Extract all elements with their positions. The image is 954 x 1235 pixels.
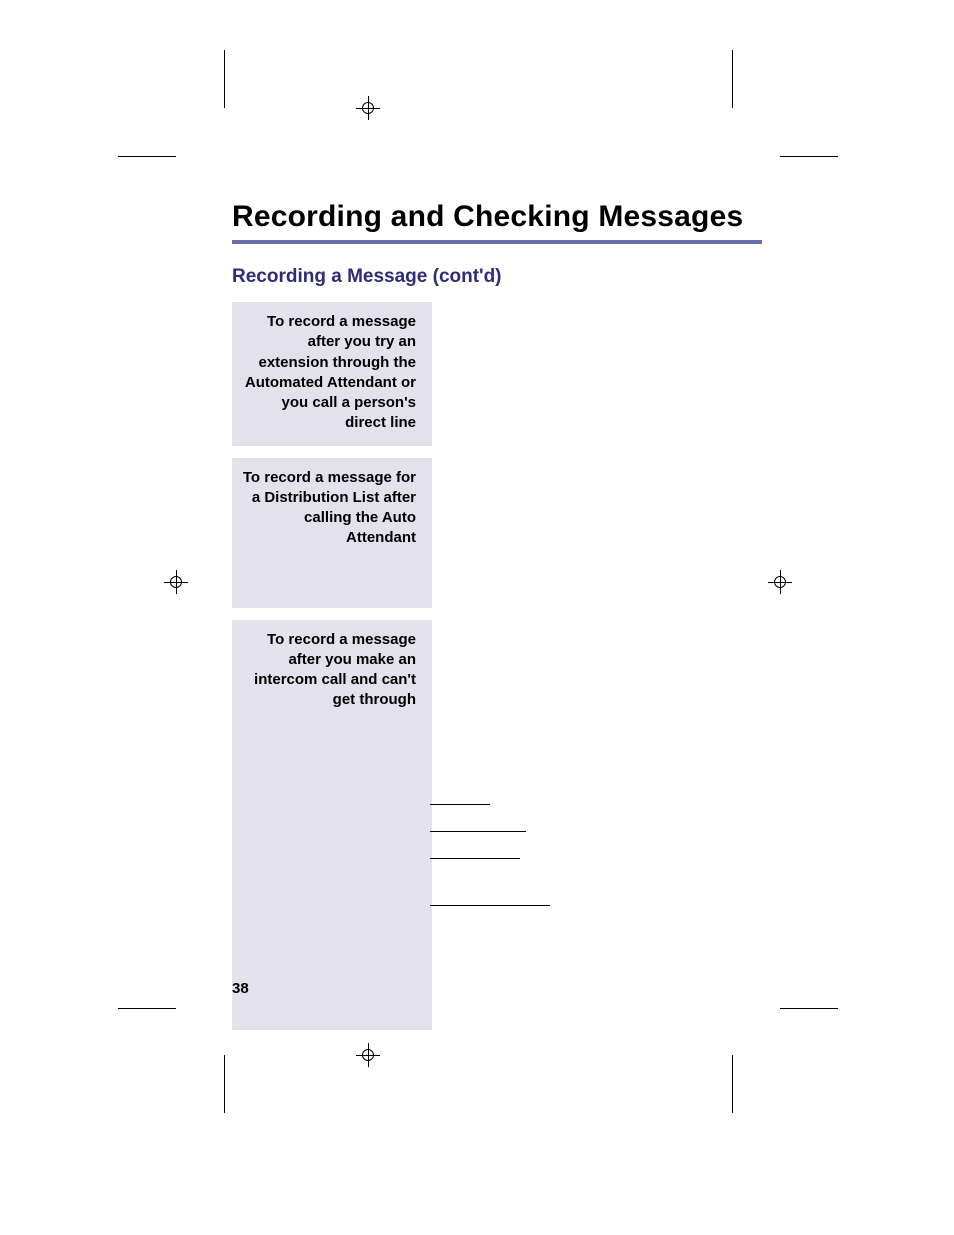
page-title: Recording and Checking Messages: [232, 200, 762, 234]
underline: [430, 831, 526, 832]
underline-group: [430, 804, 530, 859]
underline: [430, 905, 550, 906]
underline: [430, 804, 490, 805]
cropmark: [118, 1008, 176, 1009]
regmark-left: [164, 570, 188, 594]
regmark-top: [356, 96, 380, 120]
section-subtitle: Recording a Message (cont'd): [232, 266, 762, 288]
title-rule: [232, 240, 762, 244]
page-number: 38: [232, 980, 249, 997]
sidebar-box-1: To record a message after you try an ext…: [232, 302, 432, 446]
cropmark: [224, 50, 225, 108]
cropmark: [118, 156, 176, 157]
underline-extra: [430, 905, 530, 906]
page-root: Recording and Checking Messages Recordin…: [0, 0, 954, 1235]
sidebar-column: To record a message after you try an ext…: [232, 302, 432, 1030]
underline: [430, 858, 520, 859]
sidebar-box-3: To record a message after you make an in…: [232, 620, 432, 1030]
cropmark: [732, 1055, 733, 1113]
cropmark: [732, 50, 733, 108]
cropmark: [780, 1008, 838, 1009]
sidebar-box-2: To record a message for a Distribution L…: [232, 458, 432, 608]
regmark-right: [768, 570, 792, 594]
cropmark: [224, 1055, 225, 1113]
cropmark: [780, 156, 838, 157]
regmark-bottom: [356, 1043, 380, 1067]
